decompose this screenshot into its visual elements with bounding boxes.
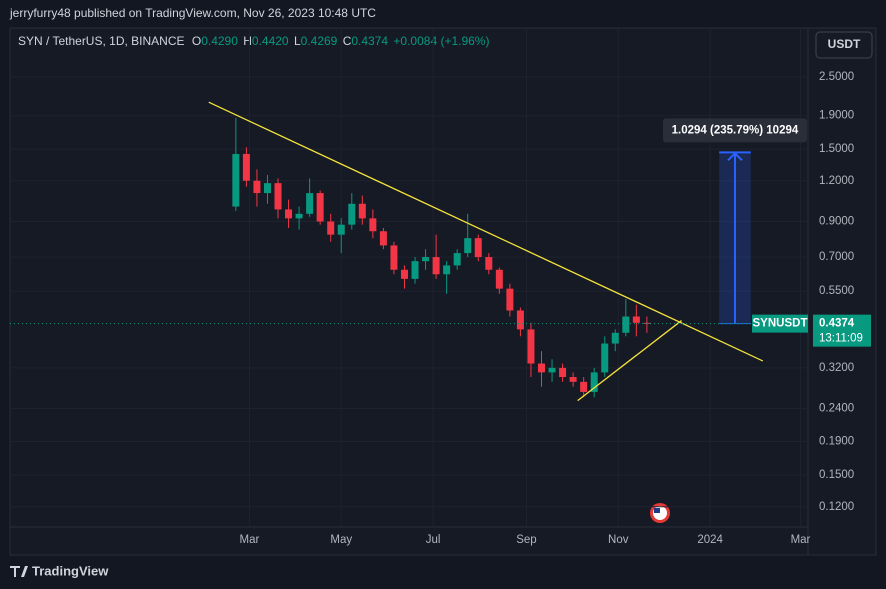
candle-body	[253, 180, 261, 194]
y-tick-label: 1.2000	[819, 175, 854, 187]
trendline	[577, 320, 682, 402]
x-tick-label: May	[330, 534, 352, 546]
y-tick-label: 0.9000	[819, 216, 854, 228]
candle-body	[358, 203, 366, 219]
candle-body	[506, 288, 514, 311]
candle-body	[537, 363, 545, 373]
candle-body	[464, 238, 472, 254]
legend-key: H	[243, 34, 252, 48]
candle-body	[348, 203, 356, 225]
candle-body	[527, 329, 535, 364]
candle-body	[632, 316, 640, 323]
y-tick-label: 0.5500	[819, 285, 854, 297]
candle-body	[263, 183, 271, 194]
price-label: 0.4374	[819, 318, 855, 330]
legend-value: 0.4374	[351, 34, 388, 48]
x-tick-label: Mar	[791, 534, 811, 546]
symbol: SYN / TetherUS, 1D, BINANCE	[18, 34, 185, 48]
candle-body	[295, 213, 303, 219]
legend-value: 0.4269	[301, 34, 338, 48]
y-tick-label: 0.7000	[819, 251, 854, 263]
x-tick-label: Mar	[239, 534, 259, 546]
y-tick-label: 1.9000	[819, 110, 854, 122]
candle-body	[443, 265, 451, 275]
ohlc-legend: SYN / TetherUS, 1D, BINANCE O0.4290 H0.4…	[18, 34, 489, 48]
y-tick-label: 0.3200	[819, 362, 854, 374]
candle-body	[485, 257, 493, 270]
publisher: jerryfurry48 published on TradingView.co…	[9, 6, 376, 20]
y-tick-label: 0.1200	[819, 501, 854, 513]
candle-body	[580, 381, 588, 392]
measure-label-box	[662, 118, 807, 143]
plot-area: 1.0294 (235.79%) 10294	[10, 101, 808, 402]
candle-body	[274, 183, 282, 210]
flag-icon	[650, 503, 670, 523]
candle-body	[306, 193, 314, 214]
candle-body	[559, 367, 567, 378]
trendline	[208, 101, 764, 362]
measure-label: 1.0294 (235.79%) 10294	[672, 124, 799, 136]
flag-canton	[654, 508, 660, 513]
candle-body	[285, 209, 293, 219]
candle-body	[432, 257, 440, 275]
candle-body	[369, 218, 377, 232]
legend-value: 0.4420	[252, 34, 289, 48]
currency-label[interactable]: USDT	[828, 37, 861, 51]
candle-body	[232, 153, 240, 207]
brand: TradingView	[32, 563, 109, 578]
x-tick-label: Jul	[426, 534, 441, 546]
y-tick-label: 0.2400	[819, 403, 854, 415]
legend-value: 0.4290	[201, 34, 238, 48]
candle-body	[516, 310, 524, 330]
candle-body	[379, 231, 387, 246]
y-tick-label: 0.1900	[819, 436, 854, 448]
symbol-label: SYNUSDT	[753, 318, 808, 330]
candle-body	[453, 253, 461, 266]
candle-body	[601, 343, 609, 373]
legend-key: C	[343, 34, 352, 48]
legend-key: O	[192, 34, 201, 48]
brand-logo: TradingView	[10, 563, 109, 578]
currency-button[interactable]	[815, 31, 873, 59]
candle-body	[474, 238, 482, 258]
y-tick-label: 0.1500	[819, 469, 854, 481]
candle-body	[400, 269, 408, 279]
x-tick-label: 2024	[697, 534, 723, 546]
grid	[10, 28, 808, 527]
y-tick-label: 1.5000	[819, 143, 854, 155]
candle-body	[495, 269, 503, 289]
candle-body	[316, 193, 324, 222]
x-tick-label: Nov	[608, 534, 629, 546]
y-tick-label: 2.5000	[819, 71, 854, 83]
candle-body	[327, 221, 335, 235]
price-label-box	[813, 314, 871, 347]
candle-body	[590, 372, 598, 392]
candle-body	[242, 153, 250, 181]
candle-body	[611, 332, 619, 344]
symbol-label-box	[752, 314, 808, 333]
countdown-label: 13:11:09	[819, 333, 863, 345]
legend-key: L	[294, 34, 301, 48]
logo-mark	[10, 566, 28, 577]
candle-body	[622, 316, 630, 333]
candle-body	[569, 377, 577, 382]
candle-body	[337, 224, 345, 235]
candle-body	[411, 261, 419, 279]
candle-body	[422, 257, 430, 262]
candle-body	[390, 245, 398, 270]
legend-change: +0.0084 (+1.96%)	[393, 34, 489, 48]
x-tick-label: Sep	[516, 534, 536, 546]
candle-body	[548, 367, 556, 373]
